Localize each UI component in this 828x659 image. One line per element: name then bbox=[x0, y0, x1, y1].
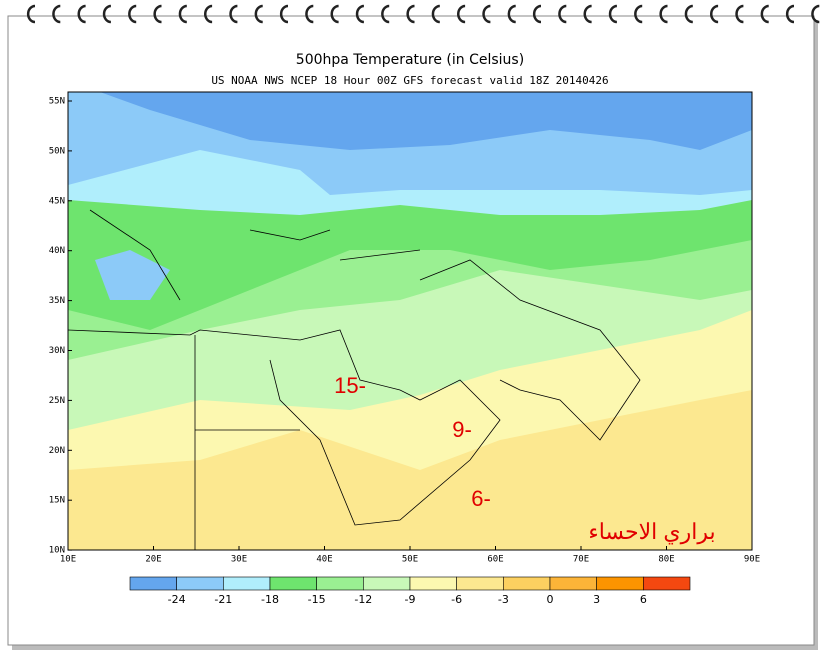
ring bbox=[684, 4, 693, 24]
temp-zone bbox=[95, 250, 170, 300]
lon-label: 50E bbox=[402, 555, 418, 565]
colorbar-box bbox=[176, 576, 224, 591]
colorbar-box bbox=[643, 576, 691, 591]
colorbar-label: -21 bbox=[214, 593, 232, 606]
colorbar-box bbox=[129, 576, 177, 591]
map-subtitle: US NOAA NWS NCEP 18 Hour 00Z GFS forecas… bbox=[211, 74, 608, 87]
ring bbox=[305, 4, 314, 24]
colorbar-box bbox=[363, 576, 411, 591]
colorbar-label: 3 bbox=[593, 593, 600, 606]
colorbar-box bbox=[549, 576, 597, 591]
coastlines bbox=[67, 209, 641, 550]
lat-label: 40N bbox=[49, 246, 65, 256]
colorbar-label: -12 bbox=[354, 593, 372, 606]
ring bbox=[77, 4, 86, 24]
annotation: 9- bbox=[452, 417, 472, 442]
colorbar-box bbox=[269, 576, 317, 591]
lat-label: 55N bbox=[49, 97, 65, 107]
map-title: 500hpa Temperature (in Celsius) bbox=[296, 52, 524, 68]
ring bbox=[128, 4, 137, 24]
ring bbox=[583, 4, 592, 24]
annotation: 15- bbox=[334, 373, 366, 398]
map-area bbox=[67, 91, 753, 551]
ring bbox=[507, 4, 516, 24]
colorbar-box bbox=[503, 576, 551, 591]
ring bbox=[355, 4, 365, 24]
colorbar-label: -6 bbox=[451, 593, 462, 606]
annotation: 6- bbox=[471, 486, 491, 511]
colorbar-label: -9 bbox=[405, 593, 416, 606]
lon-label: 60E bbox=[487, 555, 503, 565]
ring bbox=[710, 4, 719, 24]
lon-label: 40E bbox=[316, 555, 332, 565]
lon-label: 80E bbox=[658, 555, 674, 565]
lat-label: 45N bbox=[49, 196, 65, 206]
colorbar-box bbox=[456, 576, 504, 591]
lon-label: 70E bbox=[573, 555, 589, 565]
ring bbox=[381, 4, 390, 24]
ring bbox=[558, 4, 567, 24]
ring bbox=[482, 4, 491, 24]
ring bbox=[102, 4, 112, 24]
colorbar-label: 6 bbox=[640, 593, 647, 606]
ring bbox=[532, 4, 542, 24]
ring bbox=[735, 4, 744, 24]
temp-zone bbox=[100, 92, 752, 150]
ring bbox=[659, 4, 668, 24]
lon-label: 90E bbox=[744, 555, 760, 565]
ring bbox=[178, 4, 187, 24]
ring bbox=[204, 4, 213, 24]
colorbar-label: -15 bbox=[308, 593, 326, 606]
ring bbox=[153, 4, 162, 24]
ring bbox=[52, 4, 61, 24]
lat-label: 35N bbox=[49, 296, 65, 306]
ring bbox=[26, 4, 36, 24]
lat-label: 30N bbox=[49, 346, 65, 356]
lon-label: 10E bbox=[60, 555, 76, 565]
spiral-rings bbox=[26, 4, 820, 24]
colorbar-box bbox=[223, 576, 271, 591]
ring bbox=[634, 4, 643, 24]
ring bbox=[330, 4, 339, 24]
lat-label: 20N bbox=[49, 446, 65, 456]
colorbar-label: -18 bbox=[261, 593, 279, 606]
ring bbox=[406, 4, 415, 24]
ring bbox=[785, 4, 795, 24]
ring bbox=[254, 4, 263, 24]
ring bbox=[457, 4, 466, 24]
lat-label: 10N bbox=[49, 546, 65, 556]
colorbar-label: -3 bbox=[498, 593, 509, 606]
colorbar-box bbox=[316, 576, 364, 591]
colorbar-box bbox=[409, 576, 457, 591]
lat-label: 50N bbox=[49, 146, 65, 156]
lon-label: 20E bbox=[145, 555, 161, 565]
ring bbox=[431, 4, 440, 24]
ring bbox=[608, 4, 618, 24]
colorbar-label: -24 bbox=[168, 593, 186, 606]
colorbar: -24 -21 -18 -15 -12 -9 -6 -3 0 3 6 bbox=[129, 576, 691, 606]
lon-label: 30E bbox=[231, 555, 247, 565]
ring bbox=[279, 4, 289, 24]
colorbar-label: 0 bbox=[547, 593, 554, 606]
colorbar-box bbox=[596, 576, 644, 591]
ring bbox=[811, 4, 820, 24]
ring bbox=[229, 4, 238, 24]
lat-label: 15N bbox=[49, 496, 65, 506]
annotation: براري الاحساء bbox=[588, 519, 715, 545]
lat-label: 25N bbox=[49, 396, 65, 406]
ring bbox=[760, 4, 769, 24]
